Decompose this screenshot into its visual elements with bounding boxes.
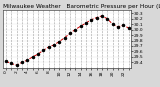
Text: Milwaukee Weather   Barometric Pressure per Hour (Last 24 Hours): Milwaukee Weather Barometric Pressure pe… — [3, 4, 160, 9]
